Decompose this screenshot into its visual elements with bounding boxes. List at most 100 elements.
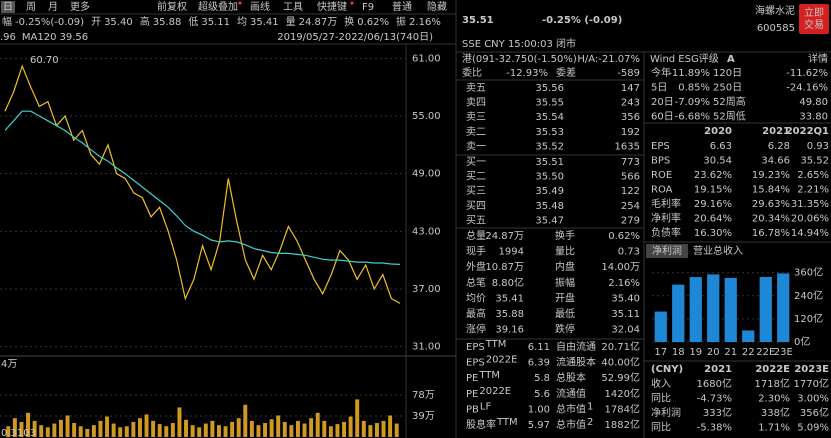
cell: 今年 xyxy=(651,66,671,79)
toolbar-item[interactable]: 普通 xyxy=(392,0,412,13)
quote-value: 35.11 xyxy=(201,17,230,28)
cell: 卖四 xyxy=(466,97,486,109)
y-tick-label: 120亿 xyxy=(794,312,823,325)
cell: -12.93% xyxy=(506,68,548,79)
cell: 3.00% xyxy=(797,394,829,405)
cell: 35.50 xyxy=(535,172,564,183)
cell: 20日 xyxy=(651,97,674,108)
tab[interactable]: 更多 xyxy=(70,0,90,13)
cell: 5.97 xyxy=(528,420,550,431)
x-tick-label: 17 xyxy=(654,347,667,358)
cell: 773 xyxy=(621,157,640,168)
esg-link[interactable]: 详情 xyxy=(808,52,828,65)
tab[interactable]: 日 xyxy=(3,2,13,13)
cell: 最低 xyxy=(555,307,575,320)
cell: -589 xyxy=(617,68,640,79)
volume-bar xyxy=(276,415,281,437)
y-tick-label: 39万 xyxy=(412,411,435,422)
button-label[interactable]: 立即 xyxy=(804,6,824,19)
tab[interactable]: 净利润 xyxy=(652,244,682,257)
quote-label: 均 xyxy=(237,16,247,28)
cell-sup: LF xyxy=(480,401,492,412)
volume-bar xyxy=(118,427,123,437)
bar xyxy=(689,277,702,342)
cell: 16.30% xyxy=(694,228,732,239)
cell: BPS xyxy=(651,156,670,167)
toolbar-item[interactable]: 工具 xyxy=(283,1,303,13)
cell: 20.06% xyxy=(791,214,829,225)
quote-value: 2.16% xyxy=(409,17,441,28)
volume-bar xyxy=(85,428,90,437)
cell: PE xyxy=(466,389,478,400)
volume-bar xyxy=(223,426,228,437)
dot xyxy=(350,1,354,5)
tab[interactable]: 周 xyxy=(26,1,36,13)
cell: 31.35% xyxy=(791,199,829,210)
y-tick-label: 360亿 xyxy=(794,266,823,279)
cell: 卖五 xyxy=(466,82,486,94)
cell: 6.63 xyxy=(710,141,732,152)
cell: 委比 xyxy=(462,66,482,79)
volume-bar xyxy=(269,419,274,437)
volume-bar xyxy=(289,425,294,437)
cell: 1680亿 xyxy=(697,377,732,390)
toolbar-item[interactable]: 快捷键 xyxy=(317,0,347,13)
volume-bar xyxy=(216,425,221,437)
ma-value: 39.56 xyxy=(59,32,88,43)
toolbar-item[interactable]: F9 xyxy=(362,2,374,13)
volume-bar xyxy=(328,426,333,437)
quote-label: 换 xyxy=(344,15,354,28)
volume-bar xyxy=(177,407,182,437)
cell: 49.80 xyxy=(799,97,828,108)
volume-bar xyxy=(131,421,136,437)
cell: 股息率 xyxy=(466,418,496,431)
volume-bar xyxy=(256,425,261,437)
cell: 1718亿 xyxy=(755,377,790,390)
cell: 356亿 xyxy=(800,406,829,419)
cell: 10.87万 xyxy=(485,262,524,273)
button-label[interactable]: 交易 xyxy=(804,18,824,31)
volume-bar xyxy=(98,420,103,437)
cell: 流通值 xyxy=(556,387,586,400)
volume-bar xyxy=(32,420,37,437)
annotation: 60.70 xyxy=(30,55,59,66)
trade-button[interactable] xyxy=(799,4,829,34)
tab[interactable]: 营业总收入 xyxy=(693,244,743,257)
volume-bar xyxy=(6,426,11,437)
cell: 振幅 xyxy=(555,276,575,289)
cell: 30.54 xyxy=(703,156,732,167)
cell: 开盘 xyxy=(555,291,575,304)
quote-label: 高 xyxy=(140,15,150,28)
toolbar-item[interactable]: 超级叠加 xyxy=(198,0,238,13)
cell: 20.64% xyxy=(694,214,732,225)
cell: 1420亿 xyxy=(605,387,640,400)
cell: 35.40 xyxy=(611,293,640,304)
volume-bar xyxy=(374,423,379,437)
cell: 卖三 xyxy=(466,111,486,123)
cell: 买四 xyxy=(466,200,486,212)
cell: 40.00亿 xyxy=(601,356,640,369)
cell: 35.49 xyxy=(535,186,564,197)
y-tick-label: 78万 xyxy=(412,390,435,401)
cell: 5日 xyxy=(651,83,667,94)
x-tick-label: 18 xyxy=(672,347,685,358)
volume-bar xyxy=(335,424,340,437)
volume-bar xyxy=(348,416,353,437)
toolbar-item[interactable]: 画线 xyxy=(250,0,270,13)
volume-bar xyxy=(52,423,57,437)
x-tick-label: 22 xyxy=(742,347,755,358)
volume-bar xyxy=(184,419,189,437)
toolbar-item[interactable]: 隐藏 xyxy=(427,1,447,13)
tab[interactable]: 月 xyxy=(48,1,58,13)
cell: 2.21% xyxy=(797,185,829,196)
y-tick-label: 31.00 xyxy=(412,342,441,353)
toolbar-item[interactable]: 前复权 xyxy=(157,0,187,13)
x-tick-label: 19 xyxy=(689,347,702,358)
cell: 1635 xyxy=(615,141,640,152)
col-header: 2020 xyxy=(704,126,732,137)
cell: -5.38% xyxy=(697,423,732,434)
cell: 1994 xyxy=(499,247,524,258)
cell-sup: 2 xyxy=(587,417,593,428)
cell: 2.16% xyxy=(608,278,640,289)
cell: 总量 xyxy=(466,229,486,242)
